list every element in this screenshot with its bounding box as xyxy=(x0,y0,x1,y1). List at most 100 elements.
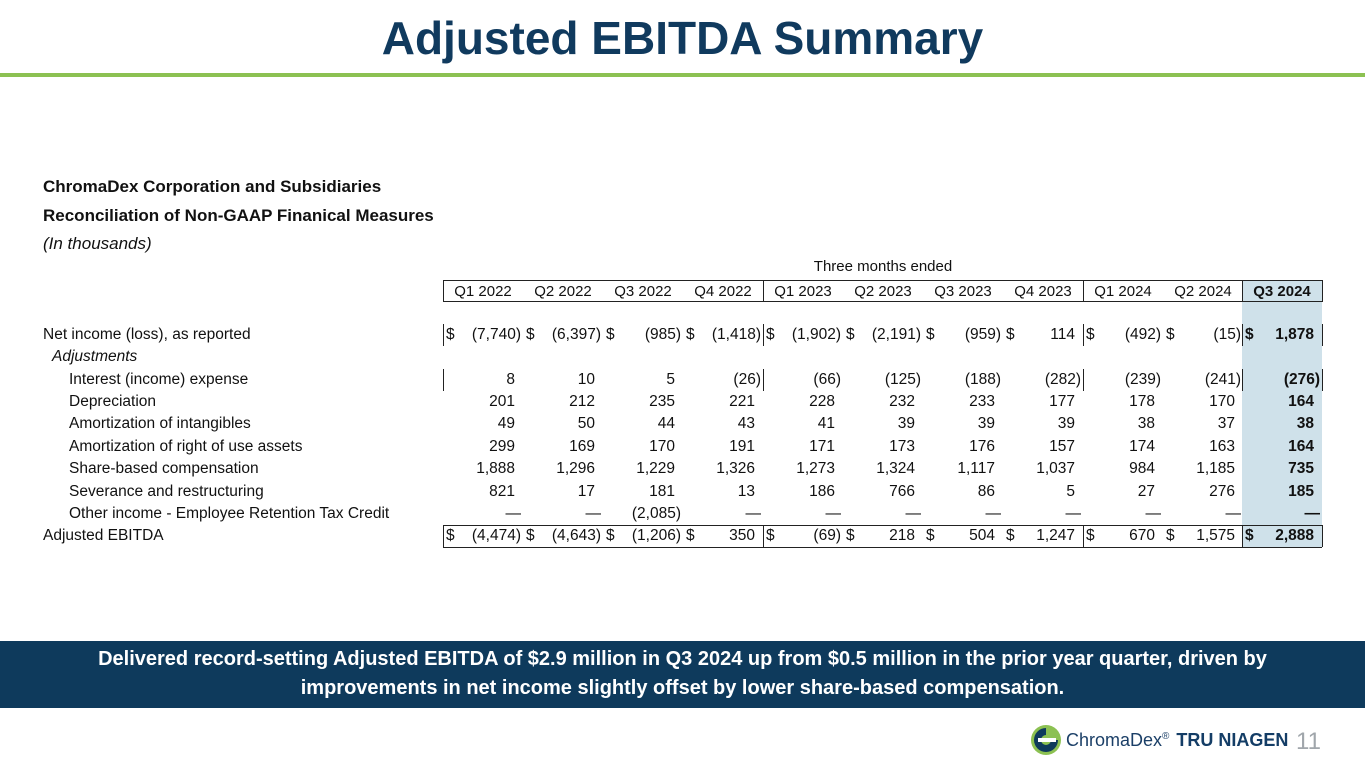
total-row-label: Adjusted EBITDA xyxy=(43,527,164,544)
column-divider xyxy=(443,280,444,302)
table-cell: 504 xyxy=(969,527,995,544)
column-divider xyxy=(1242,324,1243,346)
table-cell: 735 xyxy=(1288,460,1314,477)
column-header: Q4 2023 xyxy=(1003,280,1083,302)
currency-symbol: $ xyxy=(606,527,615,544)
table-cell: 228 xyxy=(809,393,835,410)
column-header: Q1 2023 xyxy=(763,280,843,302)
chromadex-logo-icon xyxy=(1031,725,1061,755)
currency-symbol: $ xyxy=(1006,527,1015,544)
table-cell: 170 xyxy=(1209,393,1235,410)
row-label: Adjustments xyxy=(52,348,138,365)
table-cell: — xyxy=(1145,505,1162,522)
table-cell: — xyxy=(1304,505,1321,522)
column-divider xyxy=(1083,369,1084,391)
table-cell: — xyxy=(585,505,602,522)
column-divider xyxy=(1322,369,1323,391)
table-cell: 44 xyxy=(657,415,675,432)
table-cell: 299 xyxy=(489,438,515,455)
total-rule xyxy=(443,547,1322,548)
table-cell: (66) xyxy=(813,371,841,388)
row-label: Other income - Employee Retention Tax Cr… xyxy=(69,505,390,522)
column-header: Q3 2023 xyxy=(923,280,1003,302)
table-cell: (241) xyxy=(1204,371,1241,388)
currency-symbol: $ xyxy=(846,527,855,544)
column-divider xyxy=(763,525,764,547)
summary-banner: Delivered record-setting Adjusted EBITDA… xyxy=(0,641,1365,708)
column-header: Q3 2024 xyxy=(1242,280,1322,302)
currency-symbol: $ xyxy=(686,326,695,343)
table-cell: 49 xyxy=(497,415,515,432)
table-cell: (239) xyxy=(1124,371,1161,388)
table-cell: 163 xyxy=(1209,438,1235,455)
table-cell: 1,324 xyxy=(876,460,915,477)
table-cell: 670 xyxy=(1129,527,1155,544)
table-cell: 39 xyxy=(897,415,915,432)
row-label: Severance and restructuring xyxy=(69,483,264,500)
table-cell: 181 xyxy=(649,483,675,500)
banner-line-2: improvements in net income slightly offs… xyxy=(300,677,1065,699)
column-divider xyxy=(443,525,444,547)
column-divider xyxy=(1083,324,1084,346)
table-cell: 173 xyxy=(889,438,915,455)
table-cell: 232 xyxy=(889,393,915,410)
table-cell: 157 xyxy=(1049,438,1075,455)
currency-symbol: $ xyxy=(1166,527,1175,544)
row-label: Net income (loss), as reported xyxy=(43,326,251,343)
table-cell: 114 xyxy=(1050,326,1075,343)
table-cell: 1,878 xyxy=(1275,326,1314,343)
table-cell: (6,397) xyxy=(551,326,601,343)
row-label: Amortization of right of use assets xyxy=(69,438,303,455)
table-cell: 174 xyxy=(1129,438,1155,455)
table-cell: 13 xyxy=(737,483,755,500)
column-divider xyxy=(1322,280,1323,302)
table-cell: (2,085) xyxy=(631,505,681,522)
table-cell: 5 xyxy=(1066,483,1075,500)
table-cell: 1,117 xyxy=(957,460,995,477)
title-divider xyxy=(0,73,1365,77)
table-cell: (15) xyxy=(1213,326,1241,343)
table-cell: 1,037 xyxy=(1036,460,1075,477)
period-label: Three months ended xyxy=(813,258,953,275)
table-cell: 984 xyxy=(1129,460,1155,477)
table-cell: 8 xyxy=(506,371,515,388)
table-cell: 276 xyxy=(1209,483,1235,500)
q3-2024-highlight xyxy=(1242,280,1322,548)
currency-symbol: $ xyxy=(1086,326,1095,343)
column-header: Q1 2024 xyxy=(1083,280,1163,302)
table-cell: 169 xyxy=(569,438,595,455)
row-label: Share-based compensation xyxy=(69,460,259,477)
table-cell: 350 xyxy=(729,527,755,544)
table-cell: 1,888 xyxy=(476,460,515,477)
column-divider xyxy=(1242,525,1243,547)
table-cell: 1,229 xyxy=(636,460,675,477)
table-cell: 50 xyxy=(577,415,595,432)
banner-line-1: Delivered record-setting Adjusted EBITDA… xyxy=(98,648,1267,670)
table-cell: 5 xyxy=(666,371,675,388)
table-cell: 186 xyxy=(809,483,835,500)
table-cell: 38 xyxy=(1137,415,1155,432)
table-cell: 2,888 xyxy=(1275,527,1314,544)
table-cell: (492) xyxy=(1124,326,1161,343)
table-cell: (7,740) xyxy=(471,326,521,343)
table-cell: — xyxy=(505,505,522,522)
table-cell: 1,296 xyxy=(556,460,595,477)
currency-symbol: $ xyxy=(526,326,535,343)
table-cell: (125) xyxy=(884,371,921,388)
table-cell: (1,206) xyxy=(631,527,681,544)
table-cell: (276) xyxy=(1283,371,1320,388)
table-cell: 191 xyxy=(729,438,755,455)
subtotal-rule xyxy=(443,525,1322,526)
table-cell: 176 xyxy=(969,438,995,455)
table-cell: 1,247 xyxy=(1036,527,1075,544)
table-cell: (188) xyxy=(964,371,1001,388)
currency-symbol: $ xyxy=(766,326,775,343)
currency-symbol: $ xyxy=(1166,326,1175,343)
currency-symbol: $ xyxy=(926,326,935,343)
table-cell: 86 xyxy=(977,483,995,500)
column-header: Q2 2022 xyxy=(523,280,603,302)
column-divider xyxy=(443,369,444,391)
currency-symbol: $ xyxy=(446,326,455,343)
table-cell: (282) xyxy=(1044,371,1081,388)
column-header: Q1 2022 xyxy=(443,280,523,302)
